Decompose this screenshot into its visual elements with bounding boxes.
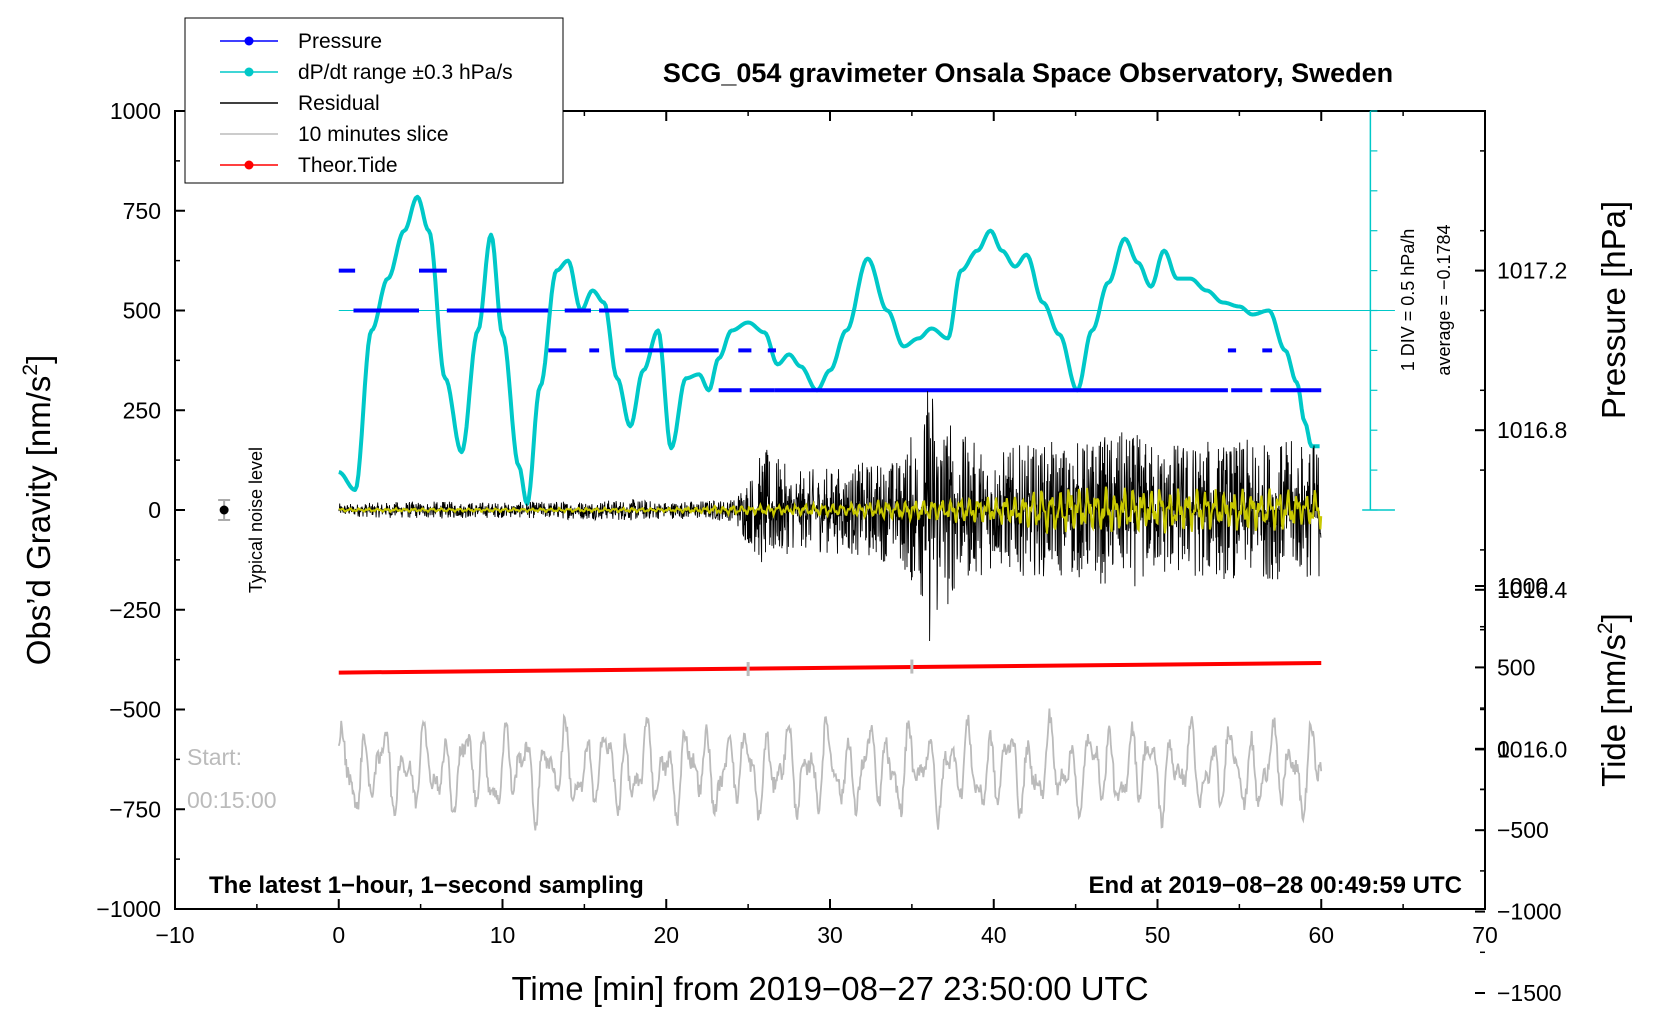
y-left-tick-label: −250	[109, 597, 161, 623]
x-axis-ticks: −10 0 10 20 30 40 50 60 70	[155, 111, 1498, 948]
residual-series	[338, 391, 1322, 642]
x-tick-label: 60	[1308, 922, 1334, 948]
slice-series	[337, 708, 1323, 831]
y-axis-left-label-sup: 2	[19, 364, 42, 376]
x-axis-label: Time [min] from 2019−08−27 23:50:00 UTC	[511, 970, 1148, 1007]
slice-markers	[746, 659, 914, 677]
tide-axis-ticks: 1000 500 0 −500 −1000 −1500	[1475, 573, 1562, 1006]
tide-axis-label-sup: 2	[1594, 622, 1617, 634]
y-axis-left-label-text: Obs’d Gravity [nm/s	[20, 376, 57, 666]
slice-line	[337, 708, 1323, 831]
tide-axis-label-tail: ]	[1595, 613, 1632, 622]
filtered-residual-line	[338, 486, 1323, 534]
pressure-tick-label: 1016.0	[1497, 736, 1567, 762]
legend-box	[184, 17, 564, 184]
y-left-tick-label: −1000	[96, 896, 161, 922]
noise-level-marker	[218, 499, 231, 521]
y-left-tick-label: 750	[123, 198, 161, 224]
slice-start-time: 00:15:00	[187, 787, 277, 813]
legend-label: Residual	[298, 92, 380, 115]
tide-tick-label: 500	[1497, 654, 1535, 680]
rate-scale-label: 1 DIV = 0.5 hPa/h	[1398, 229, 1418, 372]
tide-axis-label: Tide [nm/s2]	[1594, 613, 1632, 787]
footer-left: The latest 1−hour, 1−second sampling	[209, 872, 644, 899]
y-axis-left-label: Obs’d Gravity [nm/s2]	[19, 355, 57, 666]
footer-right: End at 2019−08−28 00:49:59 UTC	[1088, 872, 1462, 899]
residual-line	[338, 391, 1322, 642]
tide-tick-label: −1000	[1497, 899, 1562, 925]
legend: Pressure dP/dt range ±0.3 hPa/s Residual 10…	[184, 17, 564, 184]
legend-label: Pressure	[298, 30, 382, 53]
noise-label: Typical noise level	[246, 447, 266, 593]
tide-tick-label: 1000	[1497, 573, 1548, 599]
tide-tick-label: 0	[1497, 736, 1510, 762]
legend-label: Theor.Tide	[298, 154, 398, 177]
dpdt-series	[338, 194, 1320, 506]
legend-label: dP/dt range ±0.3 hPa/s	[298, 61, 513, 84]
legend-items: Pressure dP/dt range ±0.3 hPa/s Residual 10…	[220, 30, 513, 177]
legend-label: 10 minutes slice	[298, 123, 449, 146]
pressure-tick-label: 1017.2	[1497, 258, 1567, 284]
x-tick-label: 40	[981, 922, 1007, 948]
x-tick-label: 50	[1145, 922, 1171, 948]
pressure-series	[338, 268, 1322, 393]
y-axis-left-ticks: 1000 750 500 250 0 −250 −500 −750 −1000	[96, 98, 185, 922]
x-tick-label: 20	[653, 922, 679, 948]
legend-swatch-marker	[244, 160, 254, 170]
slice-start-label: Start:	[187, 744, 242, 770]
filtered-residual-series	[338, 486, 1323, 534]
x-tick-label: 10	[490, 922, 516, 948]
y-left-tick-label: 500	[123, 298, 161, 324]
y-axis-left-label-tail: ]	[20, 355, 57, 364]
legend-swatch-marker	[244, 36, 254, 46]
x-tick-label: −10	[155, 922, 194, 948]
legend-swatch-marker	[244, 67, 254, 77]
y-left-tick-label: −500	[109, 697, 161, 723]
x-tick-label: 30	[817, 922, 843, 948]
x-tick-label: 70	[1472, 922, 1498, 948]
pressure-tick-label: 1016.8	[1497, 417, 1567, 443]
tide-series	[338, 661, 1322, 675]
tide-axis-label-text: Tide [nm/s	[1595, 634, 1632, 787]
tide-tick-label: −500	[1497, 817, 1549, 843]
tide-tick-label: −1500	[1497, 980, 1562, 1006]
tide-line	[338, 661, 1322, 675]
pressure-axis-label: Pressure [hPa]	[1595, 201, 1632, 419]
y-left-tick-label: 0	[148, 497, 161, 523]
pressure-tick-label: 1016.4	[1497, 577, 1568, 603]
x-tick-label: 0	[332, 922, 345, 948]
y-left-tick-label: −750	[109, 796, 161, 822]
pressure-axis-ticks: 1017.2 1016.8 1016.4 1016.0	[1475, 150, 1568, 791]
dpdt-line	[338, 194, 1320, 506]
y-left-tick-label: 250	[123, 397, 161, 423]
chart-title: SCG_054 gravimeter Onsala Space Observat…	[663, 58, 1393, 88]
noise-point	[219, 505, 229, 515]
rate-average-label: average = −0.1784	[1434, 224, 1454, 375]
y-left-tick-label: 1000	[110, 98, 161, 124]
